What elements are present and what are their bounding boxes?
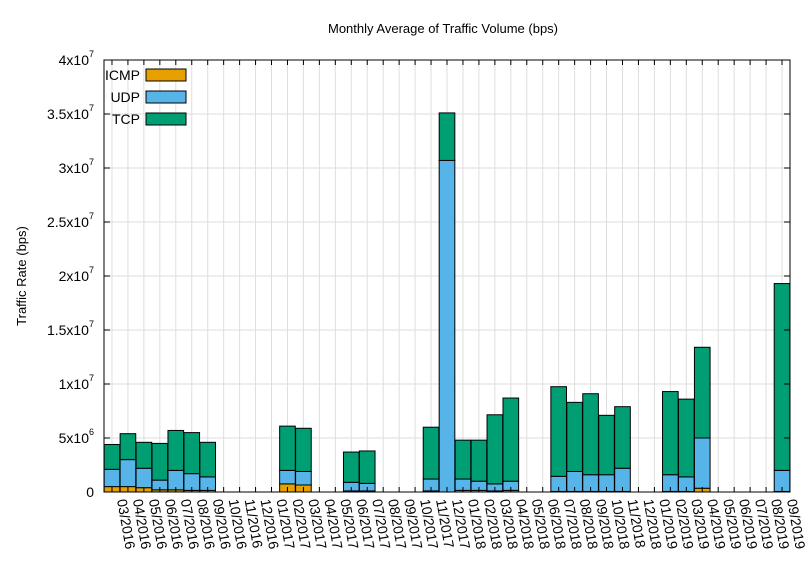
legend-swatch bbox=[145, 112, 187, 126]
y-tick-label: 2.5x107 bbox=[47, 211, 94, 230]
bar-segment-tcp bbox=[295, 427, 312, 472]
bar-segment-udp bbox=[119, 459, 137, 488]
y-tick-label: 1x107 bbox=[59, 373, 94, 392]
legend-swatch bbox=[145, 68, 187, 82]
y-tick-label: 1.5x107 bbox=[47, 319, 94, 338]
y-tick-mantissa: 1x10 bbox=[59, 376, 90, 392]
y-tick-label: 4x107 bbox=[59, 49, 94, 68]
legend-label: ICMP bbox=[105, 67, 140, 83]
bar-segment-tcp bbox=[438, 112, 456, 161]
y-tick-exponent: 7 bbox=[89, 211, 94, 221]
y-tick-exponent: 6 bbox=[89, 427, 94, 437]
y-tick-label: 5x106 bbox=[59, 427, 94, 446]
bar-segment-tcp bbox=[358, 450, 376, 484]
bar-segment-tcp bbox=[582, 393, 599, 476]
y-tick-mantissa: 2x10 bbox=[59, 268, 90, 284]
bar-segment-udp bbox=[295, 470, 312, 486]
bar-segment-tcp bbox=[614, 406, 631, 469]
legend-swatch bbox=[145, 90, 187, 104]
y-tick-exponent: 7 bbox=[89, 265, 94, 275]
y-tick-exponent: 7 bbox=[89, 373, 94, 383]
y-tick-mantissa: 2.5x10 bbox=[47, 214, 89, 230]
y-tick-exponent: 7 bbox=[89, 157, 94, 167]
bar-segment-tcp bbox=[470, 439, 488, 482]
bar-segment-tcp bbox=[119, 433, 137, 461]
bar-segment-tcp bbox=[151, 442, 169, 481]
bar-stacks bbox=[103, 112, 791, 493]
x-axis-ticks: 03/201604/201605/201606/201607/201608/20… bbox=[111, 60, 809, 551]
bar-segment-udp bbox=[135, 467, 153, 489]
bar-segment-udp bbox=[103, 468, 121, 488]
bar-segment-tcp bbox=[566, 401, 583, 472]
y-tick-label: 3.5x107 bbox=[47, 103, 94, 122]
bar-segment-tcp bbox=[199, 441, 217, 478]
bar-segment-tcp bbox=[773, 283, 791, 471]
bar-segment-tcp bbox=[183, 432, 201, 475]
bar-segment-tcp bbox=[167, 429, 185, 471]
bar-segment-tcp bbox=[454, 439, 472, 480]
legend-label: TCP bbox=[112, 111, 140, 127]
bar-segment-udp bbox=[279, 469, 296, 485]
y-axis-label: Traffic Rate (bps) bbox=[14, 226, 29, 326]
y-tick-exponent: 7 bbox=[89, 103, 94, 113]
legend-label: UDP bbox=[110, 89, 140, 105]
y-tick-exponent: 7 bbox=[89, 319, 94, 329]
bar-segment-tcp bbox=[677, 398, 695, 478]
y-tick-label: 2x107 bbox=[59, 265, 94, 284]
bar-segment-tcp bbox=[550, 386, 567, 477]
bar-segment-tcp bbox=[693, 346, 711, 439]
bar-segment-tcp bbox=[135, 441, 153, 469]
chart-title: Monthly Average of Traffic Volume (bps) bbox=[328, 21, 558, 36]
bar-segment-udp bbox=[438, 159, 456, 493]
y-tick-exponent: 7 bbox=[89, 49, 94, 59]
y-tick-label: 0 bbox=[86, 484, 94, 500]
bar-segment-tcp bbox=[502, 397, 520, 482]
y-axis-ticks: 05x1061x1071.5x1072x1072.5x1073x1073.5x1… bbox=[47, 49, 790, 500]
y-tick-label: 3x107 bbox=[59, 157, 94, 176]
bar-segment-tcp bbox=[103, 443, 121, 470]
bar-segment-tcp bbox=[342, 451, 360, 483]
bar-segment-udp bbox=[167, 469, 185, 491]
bar-segment-tcp bbox=[598, 414, 615, 476]
legend: ICMP UDP TCP bbox=[105, 67, 187, 127]
y-tick-mantissa: 0 bbox=[86, 484, 94, 500]
y-tick-mantissa: 3.5x10 bbox=[47, 106, 89, 122]
bar-segment-udp bbox=[693, 437, 711, 489]
y-tick-mantissa: 5x10 bbox=[59, 430, 90, 446]
y-tick-mantissa: 4x10 bbox=[59, 52, 90, 68]
bar-segment-tcp bbox=[422, 426, 440, 480]
bar-segment-tcp bbox=[486, 414, 504, 485]
y-tick-mantissa: 1.5x10 bbox=[47, 322, 89, 338]
bar-segment-tcp bbox=[279, 425, 296, 471]
bar-segment-tcp bbox=[662, 391, 679, 476]
y-tick-mantissa: 3x10 bbox=[59, 160, 90, 176]
